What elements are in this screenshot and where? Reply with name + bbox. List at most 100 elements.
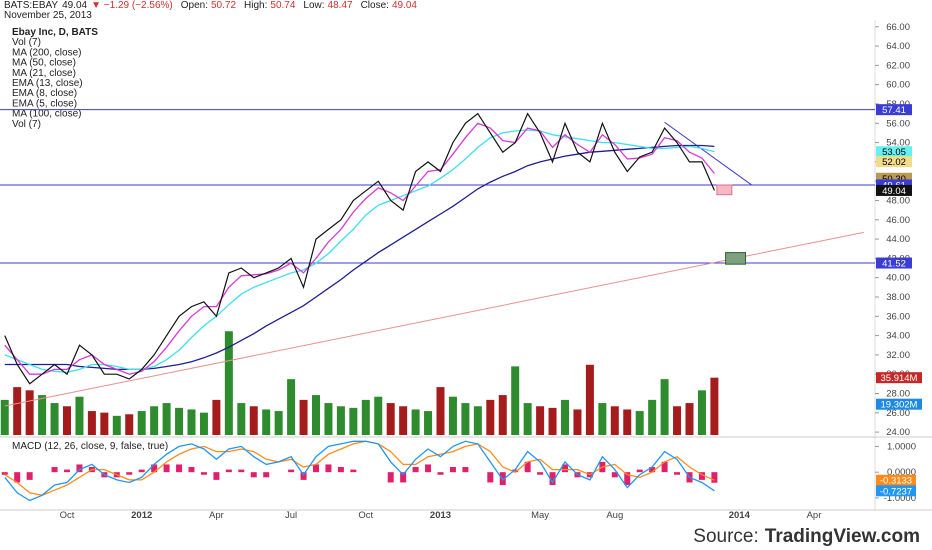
legend-entry: Vol (7) xyxy=(12,37,41,48)
volume-bar xyxy=(673,406,682,435)
legend-entry: EMA (8, close) xyxy=(12,88,77,99)
volume-bar xyxy=(13,387,22,435)
axis-marker-label: 35.914M xyxy=(881,373,918,384)
volume-bar xyxy=(399,406,408,435)
y-tick-label: 32.00 xyxy=(886,350,910,361)
macd-histogram-bar xyxy=(549,472,556,486)
macd-histogram-bar xyxy=(636,469,643,473)
macd-histogram-bar xyxy=(350,469,357,473)
volume-bar xyxy=(635,411,644,435)
macd-histogram-bar xyxy=(14,472,21,483)
macd-histogram-bar xyxy=(238,469,245,473)
macd-histogram-bar xyxy=(562,464,568,473)
volume-bar xyxy=(299,399,308,435)
legend-entry: Vol (7) xyxy=(12,119,41,130)
x-tick-label: Aug xyxy=(606,510,623,521)
volume-bar xyxy=(710,377,719,435)
legend-entry: MA (200, close) xyxy=(12,47,81,58)
volume-bar xyxy=(386,403,395,435)
field-label: Open: xyxy=(181,0,208,11)
macd-histogram-bar xyxy=(138,469,145,473)
axis-marker xyxy=(876,398,922,410)
axis-marker-label: 57.41 xyxy=(882,105,906,116)
volume-bar xyxy=(585,364,594,435)
axis-marker xyxy=(876,372,922,384)
macd-histogram-bar xyxy=(76,464,83,473)
moving-average xyxy=(4,129,715,373)
macd-histogram-bar xyxy=(213,472,220,480)
axis-marker xyxy=(876,485,916,497)
field-value: 50.72 xyxy=(211,0,236,11)
volume-bar xyxy=(511,366,520,435)
y-tick-label: 56.00 xyxy=(886,118,910,129)
macd-signal-line xyxy=(4,440,715,496)
axis-marker-label: 19.302M xyxy=(881,400,918,411)
volume-bar xyxy=(249,406,258,435)
y-tick-label: 54.00 xyxy=(886,138,910,149)
macd-histogram-bar xyxy=(425,464,432,473)
volume-bar xyxy=(137,411,146,435)
source-site: TradingView.com xyxy=(765,526,920,547)
axis-marker-label: 49.04 xyxy=(882,186,906,197)
volume-bar xyxy=(274,411,283,435)
legend-entry: MA (21, close) xyxy=(12,68,76,79)
x-tick-label: 2013 xyxy=(430,510,451,521)
x-tick-label: Oct xyxy=(358,510,373,521)
volume-bar xyxy=(150,406,159,435)
macd-histogram-bar xyxy=(250,472,257,478)
volume-bar xyxy=(623,409,632,435)
axis-marker xyxy=(876,172,912,184)
legend-entry: EMA (13, close) xyxy=(12,78,83,89)
volume-bar xyxy=(100,412,109,435)
macd-histogram-bar xyxy=(151,464,158,473)
axis-marker xyxy=(876,257,912,269)
axis-marker-label: -0.3133 xyxy=(880,476,912,487)
macd-histogram-bar xyxy=(325,464,332,473)
volume-bar xyxy=(224,331,233,435)
volume-bar xyxy=(536,406,545,435)
axis-marker-label: 53.05 xyxy=(882,147,906,158)
source-prefix: Source: xyxy=(693,526,758,547)
y-tick-label: 38.00 xyxy=(886,292,910,303)
macd-y-tick-label: -1.0000 xyxy=(884,493,916,504)
date: November 25, 2013 xyxy=(4,10,92,21)
legend-entry: EMA (5, close) xyxy=(12,98,77,109)
volume-bar xyxy=(199,412,208,435)
volume-bar xyxy=(312,395,320,435)
axis-marker-label: -0.7237 xyxy=(880,486,912,497)
volume-bar xyxy=(548,407,557,435)
symbol: BATS:EBAY xyxy=(4,0,58,11)
macd-histogram-bar xyxy=(313,464,319,473)
axis-marker xyxy=(876,184,912,196)
volume-bar xyxy=(561,399,569,435)
volume-bar xyxy=(237,403,246,435)
volume-bar xyxy=(598,403,607,435)
macd-histogram-bar xyxy=(263,472,270,478)
macd-histogram-bar xyxy=(537,472,544,475)
macd-histogram-bar xyxy=(649,467,656,473)
macd-histogram-bar xyxy=(26,472,33,480)
y-tick-label: 46.00 xyxy=(886,215,910,226)
x-tick-label: 2014 xyxy=(729,510,751,521)
macd-histogram-bar xyxy=(674,472,681,475)
macd-histogram-bar xyxy=(51,467,58,473)
macd-histogram-bar xyxy=(163,464,170,473)
macd-histogram-bar xyxy=(288,469,295,473)
macd-histogram-bar xyxy=(337,467,344,473)
volume-bar xyxy=(349,407,358,435)
volume-bar xyxy=(175,407,184,435)
macd-histogram-bar xyxy=(711,472,718,483)
macd-histogram-bar xyxy=(188,467,195,473)
volume-bar xyxy=(336,406,345,435)
trendline xyxy=(4,231,864,407)
macd-histogram-bar xyxy=(400,472,407,483)
y-tick-label: 62.00 xyxy=(886,60,910,71)
volume-bar xyxy=(424,411,433,435)
y-tick-label: 60.00 xyxy=(886,80,910,91)
macd-histogram-bar xyxy=(698,472,705,480)
macd-histogram-bar xyxy=(524,461,531,473)
y-tick-label: 36.00 xyxy=(886,311,910,322)
field-value: 50.74 xyxy=(270,0,295,11)
macd-histogram-bar xyxy=(200,472,207,475)
legend-entry: Ebay Inc, D, BATS xyxy=(12,27,98,38)
